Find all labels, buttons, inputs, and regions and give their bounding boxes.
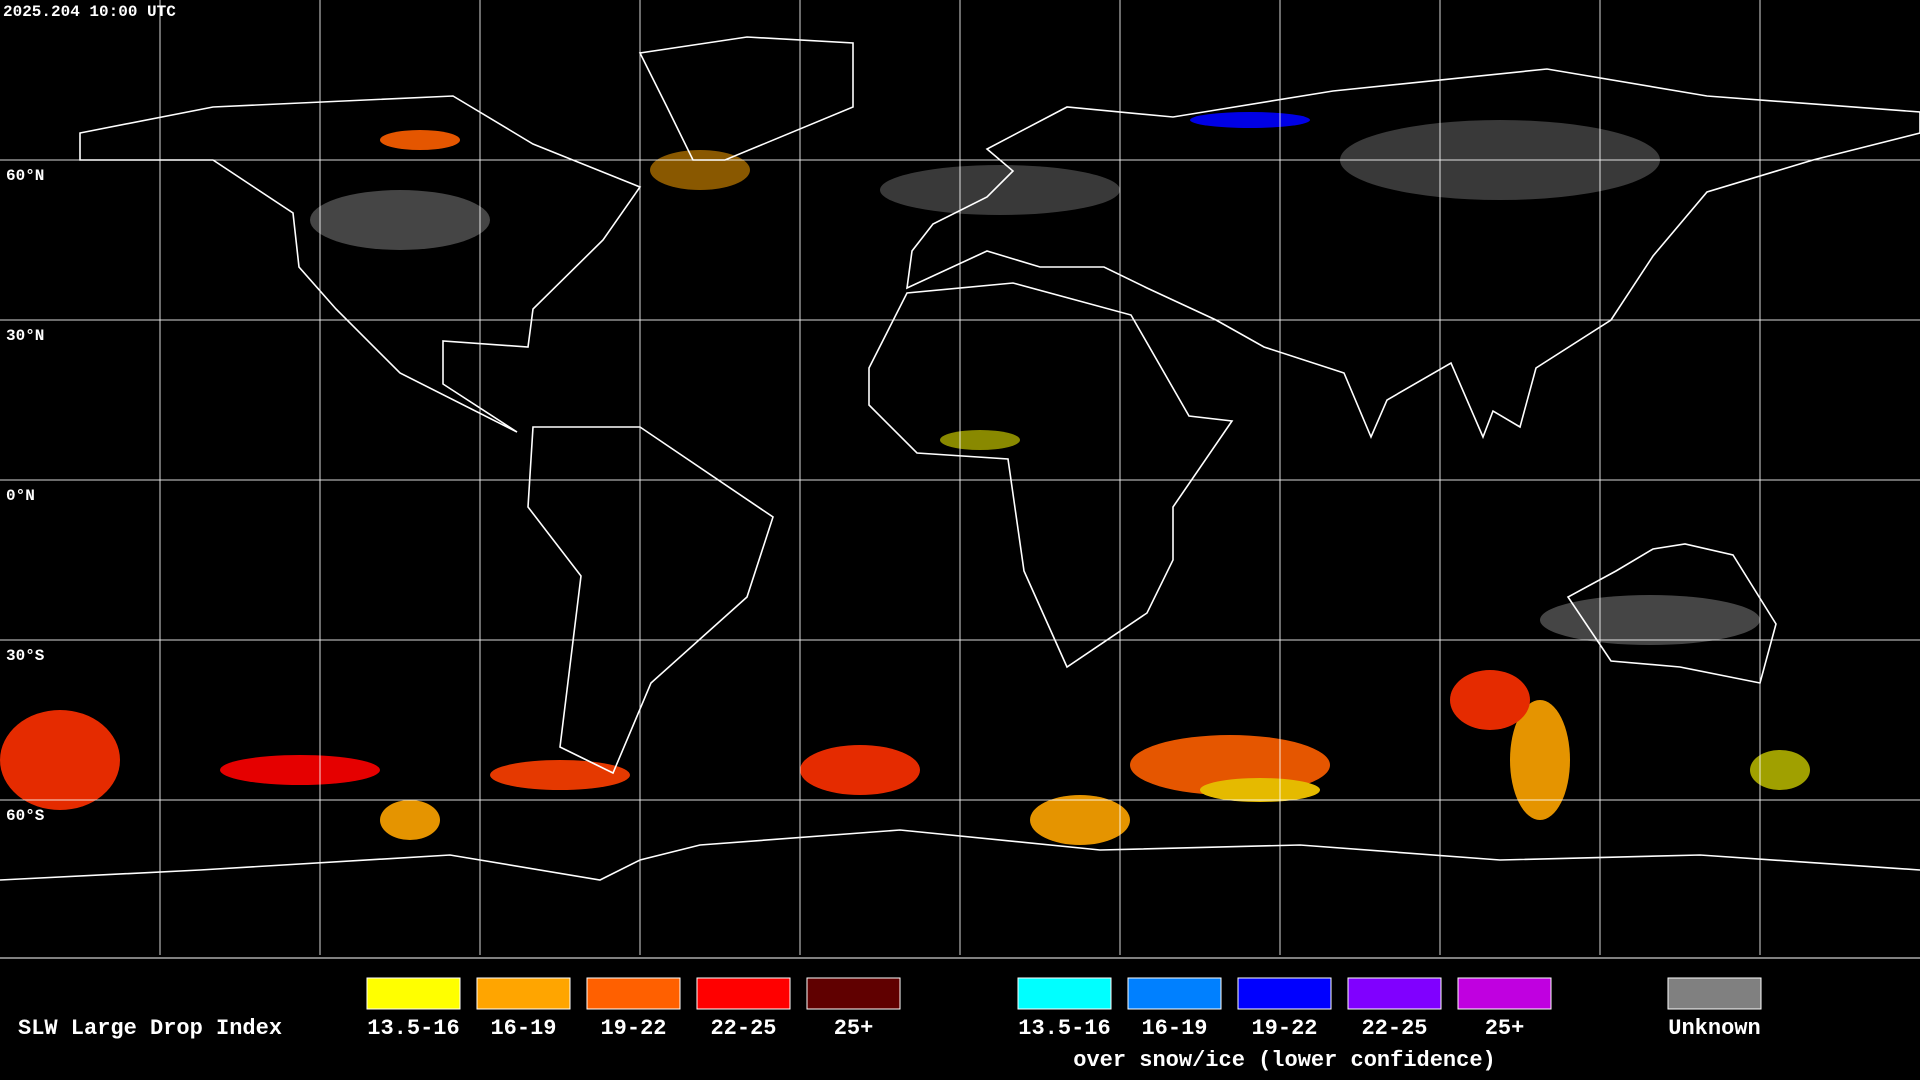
legend-label: 13.5-16 xyxy=(1018,1016,1110,1041)
legend-label: 16-19 xyxy=(490,1016,556,1041)
legend-swatch xyxy=(696,977,791,1010)
legend-caption: over snow/ice (lower confidence) xyxy=(1073,1048,1495,1073)
legend-label: 25+ xyxy=(1485,1016,1525,1041)
legend-label: 22-25 xyxy=(1361,1016,1427,1041)
lat-label: 60°N xyxy=(6,167,44,185)
timestamp: 2025.204 10:00 UTC xyxy=(3,3,176,21)
legend-swatch xyxy=(1457,977,1552,1010)
legend-label: 22-25 xyxy=(710,1016,776,1041)
legend-swatch xyxy=(1127,977,1222,1010)
legend-title: SLW Large Drop Index xyxy=(18,1016,282,1041)
legend-label: Unknown xyxy=(1668,1016,1760,1041)
legend-swatch xyxy=(806,977,901,1010)
lat-label: 60°S xyxy=(6,807,45,825)
legend-label: 13.5-16 xyxy=(367,1016,459,1041)
legend-swatch xyxy=(586,977,681,1010)
legend-swatch xyxy=(1237,977,1332,1010)
lat-label: 30°N xyxy=(6,327,44,345)
legend-swatch xyxy=(476,977,571,1010)
legend-swatch xyxy=(366,977,461,1010)
graticule xyxy=(0,0,1920,955)
lat-label: 0°N xyxy=(6,487,35,505)
legend-label: 25+ xyxy=(834,1016,874,1041)
legend-swatch xyxy=(1347,977,1442,1010)
legend-label: 19-22 xyxy=(600,1016,666,1041)
lat-label: 30°S xyxy=(6,647,45,665)
legend-swatch xyxy=(1667,977,1762,1010)
legend-label: 19-22 xyxy=(1251,1016,1317,1041)
legend-label: 16-19 xyxy=(1141,1016,1207,1041)
legend-swatch xyxy=(1017,977,1112,1010)
